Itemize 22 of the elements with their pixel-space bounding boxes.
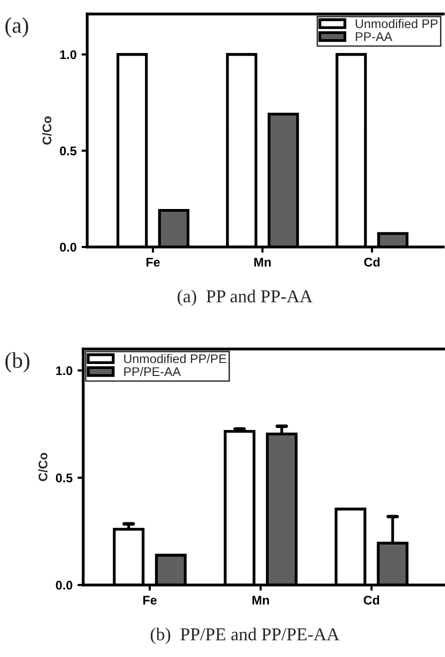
y-tick-label: 1.0 (56, 366, 72, 376)
y-tick-label: 0.0 (56, 580, 72, 590)
y-tick-label: 0.5 (56, 474, 72, 482)
text: (a) PP and PP-AA (178, 290, 312, 306)
y-axis-title: C/Co (38, 452, 48, 482)
text: (b) PP/PE and PP/PE-AA (150, 628, 340, 644)
legend-label: Unmodified PP (356, 19, 438, 28)
text: (b) (5, 352, 30, 372)
x-tick-label: Cd (364, 257, 380, 267)
x-tick-label: Fe (143, 596, 157, 605)
legend-label: Unmodified PP/PE (124, 354, 226, 364)
y-axis-title: C/Co (42, 116, 52, 145)
y-tick-label: 0.0 (60, 242, 76, 252)
x-tick-label: Fe (146, 258, 160, 267)
legend-label: PP/PE-AA (124, 366, 181, 376)
x-tick-label: Cd (364, 595, 380, 605)
x-tick-label: Mn (252, 596, 269, 604)
y-tick-label: 0.5 (60, 146, 76, 156)
legend-label: PP-AA (356, 32, 392, 41)
text: (a) (5, 17, 28, 38)
y-tick-label: 1.0 (60, 50, 76, 60)
x-tick-label: Mn (254, 258, 271, 266)
